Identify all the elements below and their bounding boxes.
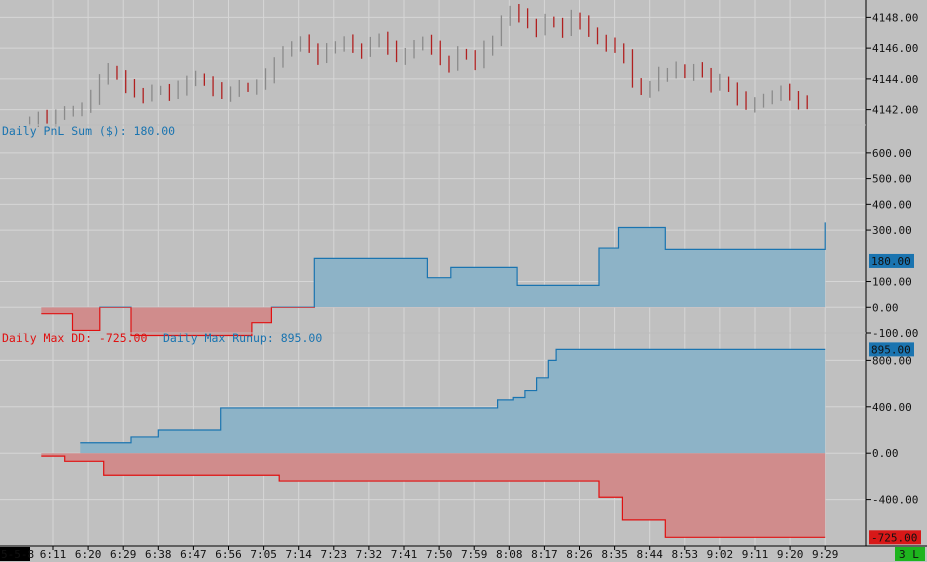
runup-tag-value: 895.00	[871, 343, 911, 356]
x-tick-label: 8:35	[601, 548, 628, 561]
pnl-positive-fill	[314, 222, 826, 308]
x-tick-label: 9:29	[812, 548, 839, 561]
pnl-last-value-tag	[869, 253, 914, 268]
y-tick-label: 500.00	[872, 173, 912, 186]
y-tick-label: 4142.00	[872, 104, 918, 117]
pnl-line-positive	[99, 222, 826, 308]
pnl-last-value: 180.00	[871, 255, 911, 268]
dd-y-axis: 800.00 400.00 0.00 -400.00	[866, 354, 918, 507]
drawdown-tag	[869, 530, 921, 545]
x-tick-label: 8:26	[566, 548, 593, 561]
x-tick-label: 8:08	[496, 548, 523, 561]
drawdown-fill	[41, 453, 826, 538]
y-tick-label: -400.00	[872, 494, 918, 507]
drawdown-line	[41, 455, 826, 538]
y-tick-label: 600.00	[872, 147, 912, 160]
cut-label-bg	[0, 547, 30, 561]
y-tick-label: 0.00	[872, 447, 899, 460]
pnl-negative-fill	[41, 307, 826, 336]
drawdown-tag-value: -725.00	[871, 531, 917, 544]
y-tick-label: 400.00	[872, 198, 912, 211]
x-tick-label: 9:02	[707, 548, 734, 561]
y-tick-label: 4144.00	[872, 73, 918, 86]
max-dd-title: Daily Max DD: -725.00	[2, 331, 147, 345]
y-tick-label: 100.00	[872, 276, 912, 289]
x-tick-label: 8:53	[672, 548, 699, 561]
time-x-axis: 6:11 6:20 6:29 6:38 6:47 6:56 7:05 7:14 7:23 7:32…	[40, 546, 839, 561]
x-tick-label: 7:41	[391, 548, 418, 561]
max-runup-title: Daily Max Runup: 895.00	[163, 331, 322, 345]
runup-fill	[80, 349, 826, 454]
runup-line	[80, 348, 826, 444]
pnl-title: Daily PnL Sum ($): 180.00	[2, 124, 175, 138]
x-tick-label: 8:17	[531, 548, 558, 561]
y-tick-label: 800.00	[872, 354, 912, 367]
y-tick-label: 0.00	[872, 301, 899, 314]
x-tick-label: 7:14	[285, 548, 312, 561]
x-tick-label: 7:59	[461, 548, 488, 561]
x-tick-label: 6:11	[40, 548, 67, 561]
x-tick-label: 9:20	[777, 548, 804, 561]
x-tick-label: 6:56	[215, 548, 242, 561]
x-tick-label: 6:38	[145, 548, 172, 561]
pnl-series: 180.00	[41, 222, 914, 337]
price-bars	[28, 3, 808, 127]
x-tick-label: 9:11	[742, 548, 769, 561]
y-tick-label: 300.00	[872, 224, 912, 237]
y-tick-label: 4148.00	[872, 11, 918, 24]
x-tick-label: 8:44	[636, 548, 663, 561]
y-tick-label: -100.00	[872, 327, 918, 340]
dd-runup-series: 895.00 -725.00	[41, 342, 921, 545]
position-tag: 3 L	[899, 548, 919, 561]
x-tick-label: 6:29	[110, 548, 137, 561]
y-tick-label: 400.00	[872, 401, 912, 414]
y-tick-label: 4146.00	[872, 42, 918, 55]
x-tick-label: 7:50	[426, 548, 453, 561]
x-tick-label: 7:05	[250, 548, 277, 561]
runup-tag	[869, 342, 914, 357]
price-y-axis: 4148.00 4146.00 4144.00 4142.00	[866, 11, 918, 117]
pnl-y-axis: 600.00 500.00 400.00 300.00 100.00 0.00 -100.0…	[866, 147, 918, 340]
x-tick-label: 6:20	[75, 548, 102, 561]
pnl-line-negative	[41, 307, 315, 337]
x-tick-label: 6:47	[180, 548, 207, 561]
x-tick-label: 7:32	[356, 548, 383, 561]
position-tag-bg	[895, 547, 925, 561]
cut-time-label: 5-5-8	[1, 548, 34, 561]
x-tick-label: 7:23	[321, 548, 348, 561]
